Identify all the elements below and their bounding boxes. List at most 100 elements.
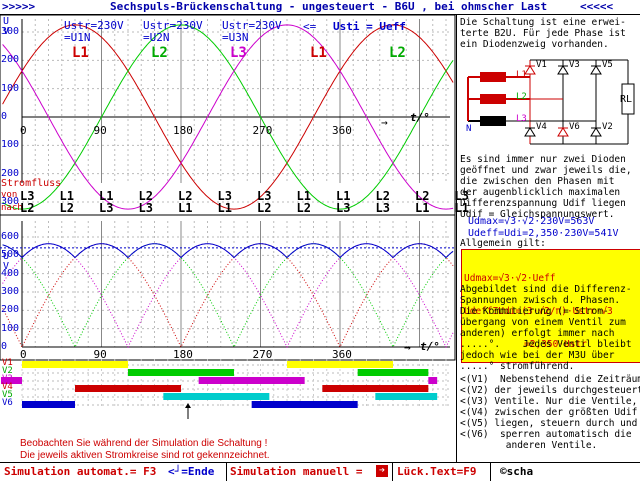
top-x-tick: 90 [93,124,107,137]
arrow-right-icon[interactable]: ➔ [376,465,388,477]
valve-row-label: V1 [2,358,13,368]
diode-label: V4 [536,122,547,132]
diode-label: V3 [569,60,580,70]
udeff-label: Udeff=Udi=2,350·230V=541V [468,228,619,239]
valve-bar [128,369,234,376]
valve-bar [375,393,438,400]
circuit-l1-label: L1 [516,70,527,80]
title-bar: >>>>> Sechspuls-Brückenschaltung - unges… [0,0,640,15]
von-phase: L3 [20,189,35,203]
top-y-tick: 100 [1,82,20,94]
von-phase: L3 [454,189,469,203]
bottom-y-tick: 200 [1,304,20,316]
top-chart-curves [2,24,454,210]
phase2-voltage-label: Ustr=230V =U2N [143,19,203,44]
circuit-neutral-label: N [466,124,472,134]
diode-label: V6 [569,122,580,132]
nach-phase: L3 [336,201,351,215]
diode-icon [524,65,536,75]
valve-row-label: V2 [2,366,13,376]
von-phase: L2 [375,189,390,203]
phase-name-l2: L2 [151,45,168,61]
diode-label: V2 [602,122,613,132]
bottom-chart-grid [21,221,450,348]
diode-icon [557,65,569,75]
bottom-x-tick: 180 [173,348,193,361]
von-phase: L3 [257,189,272,203]
diode-label: V1 [536,60,547,70]
top-x-tick: 0 [20,124,27,137]
marker-arrowhead [185,403,191,408]
bottom-y-unit: U V [3,251,10,272]
bottom-bar: Simulation automat.= F3 <┘=Ende Simulati… [0,462,640,481]
ueff-arrow: <= [303,20,317,33]
nach-phase: L3 [375,201,390,215]
von-phase: L1 [336,189,351,203]
nach-phase: L3 [99,201,114,215]
top-chart-grid [21,19,450,203]
ende-button[interactable]: <┘=Ende [168,465,215,478]
valve-row-label: V3 [2,374,13,384]
bottom-x-tick: 270 [252,348,273,361]
valve-bar [75,385,181,392]
sim-auto-button[interactable]: Simulation automat.= F3 [4,465,157,478]
bottom-x-tick: 90 [93,348,107,361]
von-phase: L1 [296,189,311,203]
top-y-tick: 0 [1,111,8,122]
nach-label: nach [1,203,23,213]
valve-description: <(V1) Nebenstehend die Zeiträume <(V2) d… [460,374,640,451]
phase-curve-3 [2,24,454,210]
lueck-text-button[interactable]: Lück.Text=F9 [397,465,477,478]
top-y-tick: 300 [1,196,20,207]
von-phase: L1 [59,189,74,203]
desc-intro: Die Schaltung ist eine erwei- terte B2U.… [460,17,626,50]
ueff-label: Usti = Ueff [333,20,406,33]
nach-phase: L1 [178,201,193,215]
phase-name-l1b: L1 [310,45,327,61]
bottom-x-tick: 0 [20,348,27,361]
top-x-unit-arrow: → [381,116,388,129]
stromfluss-label: Stromfluss [1,178,62,189]
valve-bar [251,401,358,408]
title-left-arrows: >>>>> [2,0,36,13]
bottom-x-unit-arrow: → [404,341,411,354]
top-x-unit: t/° [410,111,430,124]
top-y-tick: 100 [1,139,20,151]
bottom-y-tick: 400 [1,267,20,279]
phase-curve-1 [2,24,454,210]
phase-l3-source [480,116,506,126]
simulation-note: Beobachten Sie während der Simulation di… [20,438,270,461]
nach-phase: L2 [59,201,74,215]
top-y-tick: 300 [1,26,20,37]
valve-bar [1,377,22,384]
von-phase: L1 [99,189,114,203]
sim-manual-button[interactable]: Simulation manuell = [230,465,370,478]
top-x-tick: 180 [173,124,193,137]
nach-phase: L2 [20,201,35,215]
phase1-voltage-label: Ustr=230V =U1N [64,19,124,44]
diode-label: V5 [602,60,613,70]
circuit-load-label: RL [620,94,633,105]
phase-name-l1: L1 [72,45,89,61]
von-label: von [1,190,18,200]
valve-row-label: V6 [2,398,13,408]
desc-conduction: Es sind immer nur zwei Dioden geöffnet u… [460,154,632,220]
nach-phase: L3 [138,201,153,215]
bottom-y-tick: 600 [1,231,20,242]
phase3-voltage-label: Ustr=230V =U3N [222,19,282,44]
von-phase: L2 [415,189,430,203]
phase-name-l2b: L2 [389,45,406,61]
top-y-tick: 200 [1,167,20,179]
rectified-envelope [2,243,454,259]
nach-phase: L2 [296,201,311,215]
phase-l1-source [480,72,506,82]
udmax-label: Udmax=√3·√2·230V=563V [468,216,595,227]
valve-bar [22,401,75,408]
nach-phase: L1 [454,201,469,215]
diode-icon [557,127,569,137]
valve-bar [357,369,429,376]
nach-phase: L2 [257,201,272,215]
von-phase: L2 [178,189,193,203]
formula-box: Udmax=√3·√2·Ueff UdeffΞUdi=(3·√2/π)·Ustr… [461,249,640,363]
circuit-l3-label: L3 [516,114,527,124]
